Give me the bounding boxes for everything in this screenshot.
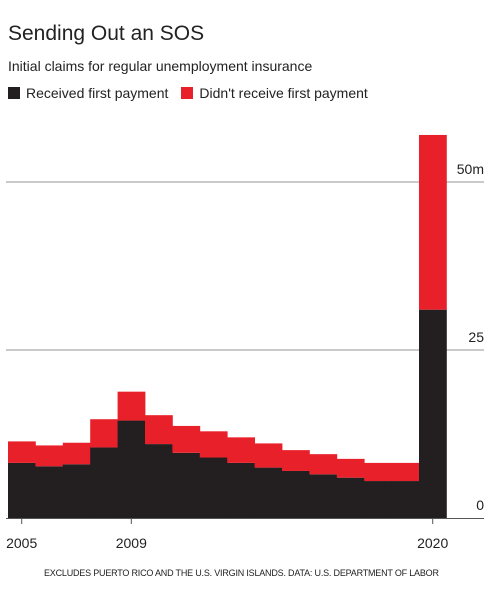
x-axis: 2005 2009 2020: [6, 518, 484, 551]
bar-2012-received: [199, 457, 228, 518]
bar-2016-received: [309, 474, 338, 518]
bar-2009-not-received: [117, 391, 146, 421]
bar-2013-not-received: [227, 437, 255, 463]
bar-2017-not-received: [336, 458, 365, 478]
bar-2015-received: [282, 470, 310, 518]
y-tick-labels: 0 25 50m: [457, 161, 484, 513]
y-tick-label-25: 25: [468, 329, 484, 345]
bar-2016-not-received: [309, 454, 338, 475]
bars: [8, 134, 447, 518]
bar-2015-not-received: [282, 450, 310, 471]
chart-subtitle: Initial claims for regular unemployment …: [8, 58, 313, 74]
bar-2011-not-received: [172, 425, 201, 453]
x-tick-label-2009: 2009: [116, 535, 147, 551]
bar-2005-not-received: [8, 441, 36, 463]
bar-2010-not-received: [145, 415, 173, 445]
bar-2014-received: [254, 467, 283, 518]
legend-label-received: Received first payment: [26, 85, 169, 101]
bar-2019-received: [391, 481, 420, 518]
chart-title: Sending Out an SOS: [8, 22, 205, 45]
bar-2011-received: [172, 452, 201, 518]
bar-2006-not-received: [35, 445, 64, 467]
bar-2008-not-received: [90, 419, 118, 448]
y-tick-label-50: 50m: [457, 161, 484, 177]
legend-swatch-not-received: [181, 87, 194, 99]
legend-item-received: Received first payment: [8, 85, 168, 101]
bar-2009-received: [117, 420, 146, 518]
bar-2012-not-received: [199, 431, 228, 458]
bar-2007-not-received: [62, 442, 91, 465]
bar-2010-received: [145, 444, 173, 518]
x-tick-label-2020: 2020: [417, 535, 448, 551]
x-tick-label-2005: 2005: [6, 535, 37, 551]
bar-2008-received: [90, 447, 118, 518]
bar-2006-received: [35, 466, 64, 518]
bar-2019-not-received: [391, 462, 420, 482]
gridlines: [6, 181, 484, 351]
bar-2020-not-received: [419, 134, 447, 310]
bar-2005-received: [8, 462, 36, 518]
legend-label-not-received: Didn't receive first payment: [199, 85, 368, 101]
bar-2017-received: [336, 477, 365, 518]
bar-2018-received: [364, 481, 392, 518]
footnote: EXCLUDES PUERTO RICO AND THE U.S. VIRGIN…: [44, 568, 439, 578]
bar-2014-not-received: [254, 443, 283, 468]
y-tick-label-0: 0: [476, 497, 484, 513]
bar-2020-received: [419, 309, 447, 518]
bar-2007-received: [62, 464, 91, 518]
bar-2013-received: [227, 462, 255, 518]
bar-2018-not-received: [364, 462, 392, 482]
legend-swatch-received: [8, 87, 20, 99]
legend: Received first payment Didn't receive fi…: [8, 85, 381, 101]
legend-item-not-received: Didn't receive first payment: [181, 85, 368, 101]
